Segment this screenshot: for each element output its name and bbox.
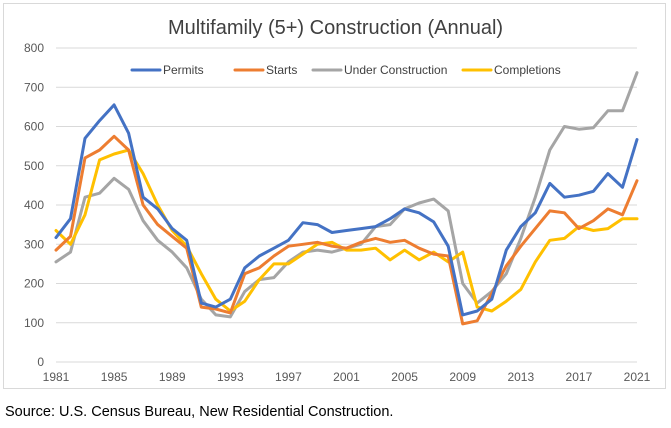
chart-plot: 0 100 200 300 400 500 600 700 800 1981 1985 1989 199… (24, 41, 651, 384)
series-lines (54, 71, 639, 326)
x-tick-label-1993: 1993 (217, 370, 244, 384)
y-tick-label-0: 0 (37, 355, 44, 369)
y-tick-label-400: 400 (24, 198, 44, 212)
y-tick-label-300: 300 (24, 237, 44, 251)
y-tick-label-700: 700 (24, 80, 44, 94)
x-tick-label-2001: 2001 (333, 370, 360, 384)
chart-frame: Multifamily (5+) Construction (Annual) 0… (3, 3, 666, 389)
y-tick-label-500: 500 (24, 159, 44, 173)
legend-label-permits: Permits (163, 63, 204, 77)
legend-label-completions: Completions (494, 63, 561, 77)
legend-label-starts: Starts (266, 63, 297, 77)
chart-title: Multifamily (5+) Construction (Annual) (167, 17, 504, 39)
x-tick-label-2017: 2017 (566, 370, 593, 384)
legend-label-under-construction: Under Construction (344, 63, 447, 77)
series-line-starts (54, 134, 639, 326)
x-tick-label-1981: 1981 (43, 370, 70, 384)
x-tick-label-1989: 1989 (159, 370, 186, 384)
axis-labels: 0 100 200 300 400 500 600 700 800 1981 1985 1989 199… (24, 41, 651, 384)
x-tick-label-2009: 2009 (449, 370, 476, 384)
x-tick-label-2013: 2013 (507, 370, 534, 384)
y-tick-label-100: 100 (24, 316, 44, 330)
x-tick-label-1997: 1997 (275, 370, 302, 384)
legend: Permits Starts Under Construction Completio… (130, 63, 561, 77)
x-tick-label-2021: 2021 (624, 370, 651, 384)
x-tick-label-2005: 2005 (391, 370, 418, 384)
y-tick-label-600: 600 (24, 120, 44, 134)
y-tick-label-200: 200 (24, 277, 44, 291)
y-tick-label-800: 800 (24, 41, 44, 55)
series-line-permits (54, 103, 639, 317)
source-note: Source: U.S. Census Bureau, New Resident… (5, 404, 394, 420)
series-line-completions (54, 148, 639, 313)
gridlines (56, 47, 637, 363)
x-tick-label-1985: 1985 (101, 370, 128, 384)
